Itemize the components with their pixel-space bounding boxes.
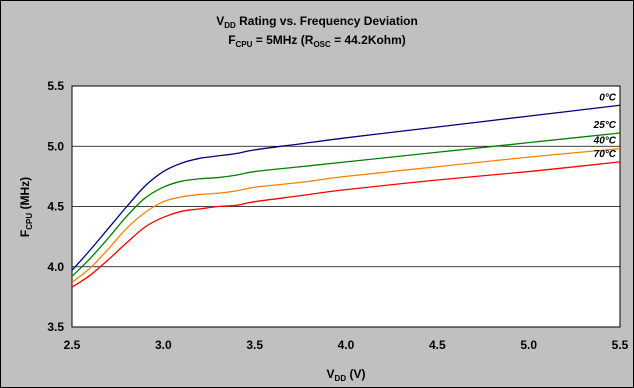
x-tick-label: 5.0 bbox=[520, 338, 537, 352]
y-tick-label: 4.0 bbox=[47, 260, 64, 274]
series-labels: 0°C 25°C 40°C 70°C bbox=[593, 92, 617, 160]
series-label: 0°C bbox=[599, 92, 617, 103]
y-axis-ticks: 3.5 4.0 4.5 5.0 5.5 bbox=[47, 79, 64, 334]
chart-title-line2: FCPU = 5MHz (ROSC = 44.2Kohm) bbox=[228, 33, 406, 49]
x-tick-label: 4.5 bbox=[429, 338, 446, 352]
series-line bbox=[71, 161, 621, 288]
series-group bbox=[71, 104, 621, 288]
y-tick-label: 4.5 bbox=[47, 200, 64, 214]
chart-title-line1: VDD Rating vs. Frequency Deviation bbox=[216, 14, 418, 30]
x-tick-label: 3.0 bbox=[155, 338, 172, 352]
series-label: 40°C bbox=[593, 136, 617, 147]
y-axis-title: FCPU (MHz) bbox=[18, 177, 34, 237]
x-tick-label: 4.0 bbox=[338, 338, 355, 352]
series-line bbox=[71, 104, 621, 271]
y-tick-label: 5.0 bbox=[47, 139, 64, 153]
series-label: 70°C bbox=[594, 149, 617, 160]
x-axis-ticks: 2.5 3.0 3.5 4.0 4.5 5.0 5.5 bbox=[64, 338, 629, 352]
grid-lines bbox=[72, 145, 620, 268]
y-tick-label: 3.5 bbox=[47, 320, 64, 334]
series-label: 25°C bbox=[593, 120, 617, 131]
x-axis-title: VDD (V) bbox=[327, 367, 366, 383]
y-tick-label: 5.5 bbox=[47, 79, 64, 93]
series-line bbox=[71, 148, 621, 283]
x-tick-label: 5.5 bbox=[612, 338, 629, 352]
series-line bbox=[71, 132, 621, 277]
x-tick-label: 2.5 bbox=[64, 338, 81, 352]
x-tick-label: 3.5 bbox=[246, 338, 263, 352]
